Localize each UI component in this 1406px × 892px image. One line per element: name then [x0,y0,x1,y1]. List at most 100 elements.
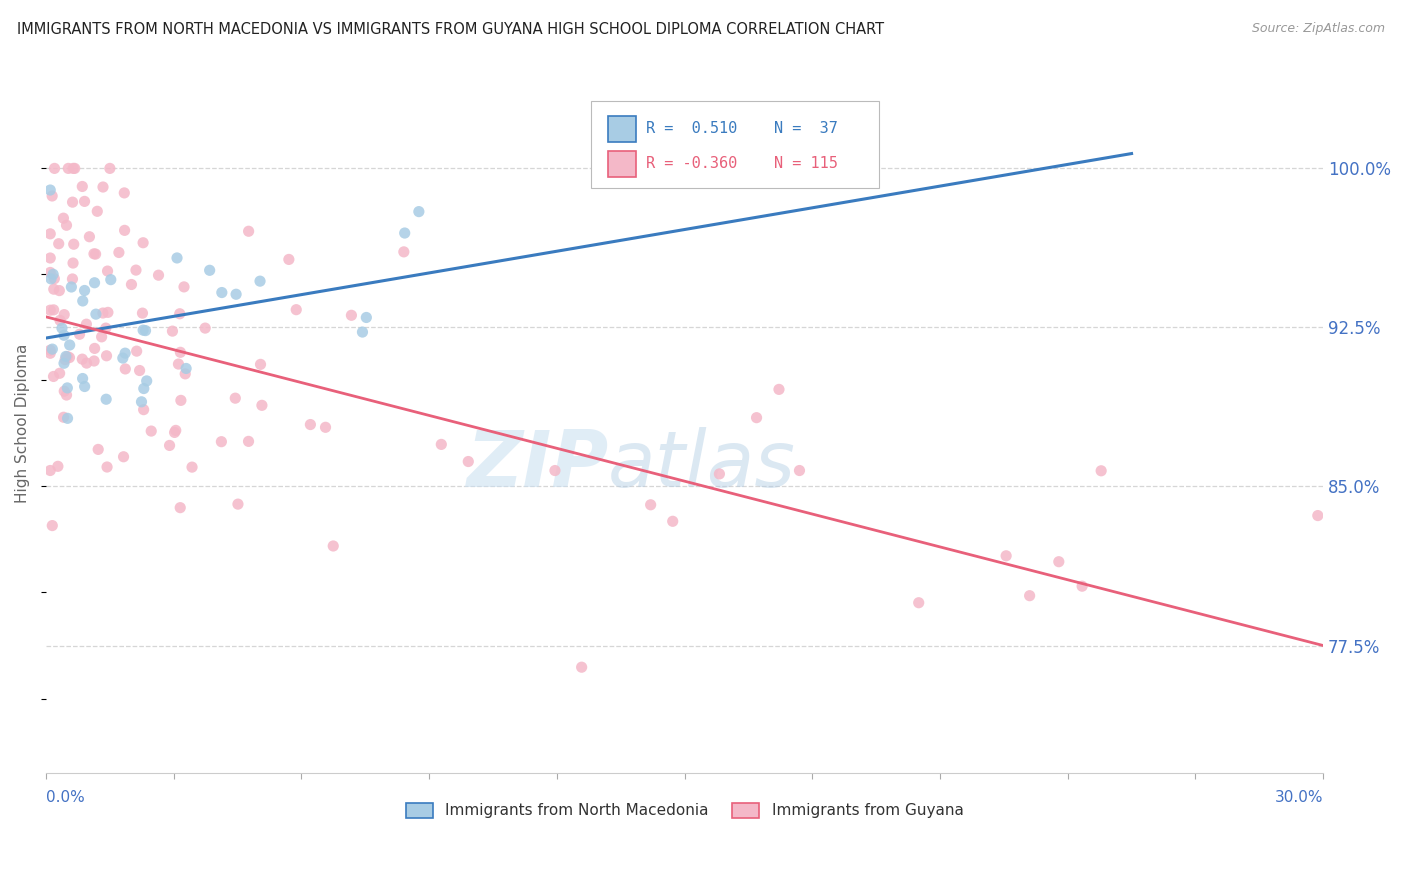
Point [96,349,118,363]
Point [48,366,70,380]
Point [72,371,94,385]
Point [62,272,84,286]
Text: ZIP: ZIP [465,427,607,503]
FancyBboxPatch shape [607,151,636,178]
Point [42,369,65,384]
Point [48,236,70,251]
Point [430,437,453,451]
Point [114,223,136,237]
Point [1090,464,1112,478]
Point [39,303,62,318]
Point [90,330,112,344]
Point [159,438,181,452]
Point [42,302,65,317]
Point [56,350,79,364]
FancyBboxPatch shape [607,116,636,142]
Point [53,308,76,322]
Point [108,245,131,260]
Point [132,323,155,337]
Point [59,338,82,352]
Point [52,211,75,226]
Point [148,268,170,283]
Point [55,388,77,402]
Point [87,442,110,457]
Point [249,357,271,371]
Point [41,518,63,533]
Point [250,398,273,412]
Text: 30.0%: 30.0% [1275,789,1323,805]
Point [132,402,155,417]
Point [48,284,70,298]
Text: R =  0.510: R = 0.510 [647,121,738,136]
Point [39,251,62,265]
Point [79,229,101,244]
Point [141,424,163,438]
Point [340,308,363,322]
Point [238,224,260,238]
Point [91,306,114,320]
Point [72,179,94,194]
Point [69,327,91,342]
Text: N = 115: N = 115 [773,156,838,171]
Point [49,313,72,327]
Point [198,263,221,277]
Point [112,186,135,200]
Point [62,195,84,210]
Point [97,305,120,319]
Point [169,307,191,321]
Point [39,227,62,241]
Point [39,272,62,286]
Point [55,219,77,233]
Point [60,280,83,294]
Point [544,464,567,478]
FancyBboxPatch shape [592,101,879,188]
Point [73,379,96,393]
Point [83,276,105,290]
Point [42,282,65,296]
Point [709,467,731,481]
Point [39,343,62,358]
Point [62,237,84,252]
Point [96,392,118,407]
Point [125,263,148,277]
Point [167,357,190,371]
Point [1306,508,1329,523]
Point [1047,555,1070,569]
Point [209,434,232,449]
Point [661,514,683,528]
Point [44,271,66,285]
Point [225,287,247,301]
Point [111,351,134,365]
Point [53,352,76,367]
Point [100,273,122,287]
Text: atlas: atlas [607,427,796,503]
Point [96,264,118,278]
Point [238,434,260,449]
Point [44,161,66,176]
Point [169,500,191,515]
Point [51,321,73,335]
Point [58,161,80,176]
Point [128,363,150,377]
Point [41,189,63,203]
Point [73,284,96,298]
Point [83,342,105,356]
Point [132,235,155,250]
Point [39,346,62,360]
Text: 0.0%: 0.0% [46,789,84,805]
Point [789,463,811,477]
Point [315,420,337,434]
Point [53,384,76,399]
Point [174,367,197,381]
Point [53,356,76,370]
Point [112,450,135,464]
Point [73,194,96,209]
Point [114,362,136,376]
Point [75,317,97,331]
Point [170,393,193,408]
Point [1018,589,1040,603]
Y-axis label: High School Diploma: High School Diploma [15,343,30,502]
Point [53,328,76,343]
Point [56,411,79,425]
Point [995,549,1018,563]
